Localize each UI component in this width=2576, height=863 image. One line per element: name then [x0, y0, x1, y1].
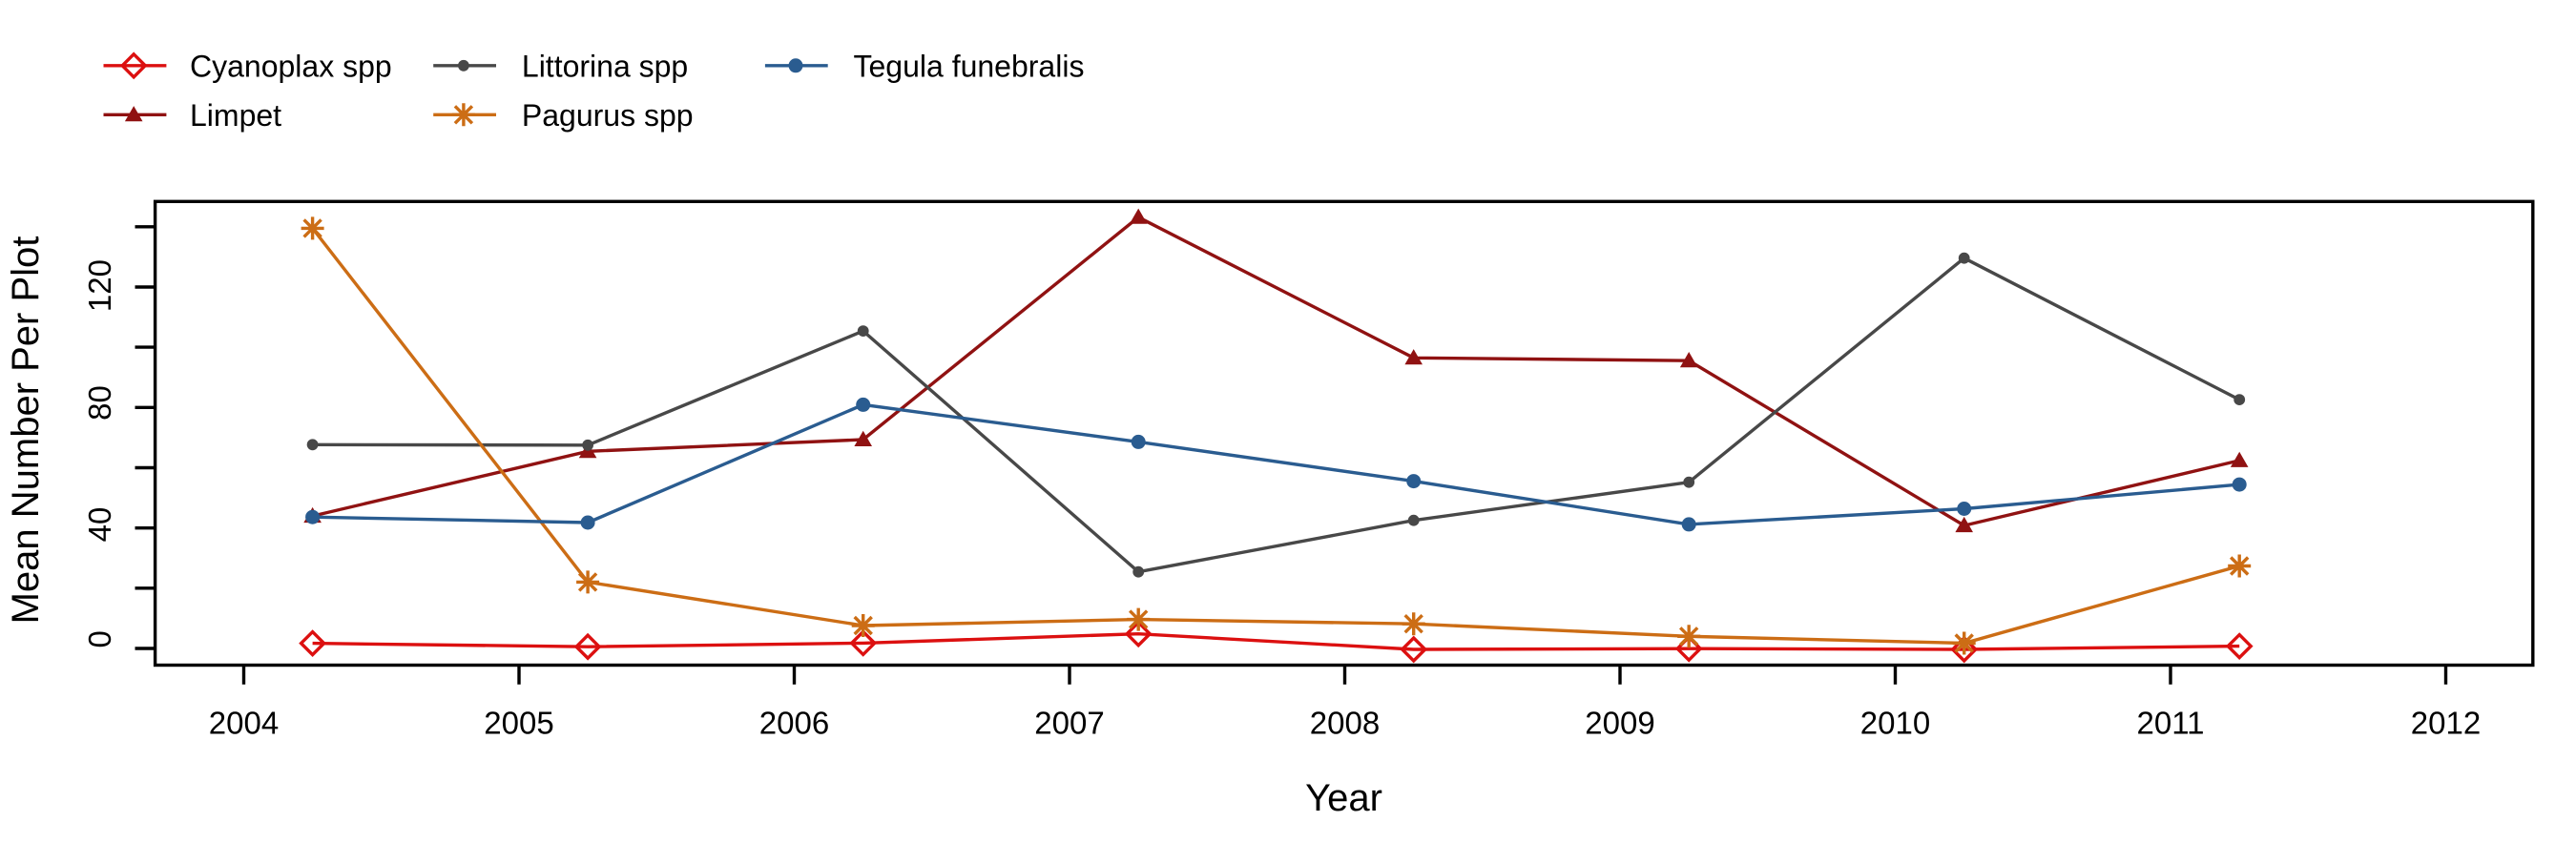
svg-text:Littorina spp: Littorina spp [522, 50, 688, 84]
svg-text:2010: 2010 [1860, 706, 1930, 741]
svg-text:Mean Number Per Plot: Mean Number Per Plot [5, 236, 47, 625]
svg-text:0: 0 [82, 630, 117, 647]
svg-text:80: 80 [82, 385, 117, 421]
svg-text:2007: 2007 [1034, 706, 1104, 741]
svg-text:Year: Year [1305, 777, 1382, 819]
svg-text:2006: 2006 [759, 706, 829, 741]
svg-text:40: 40 [82, 507, 117, 543]
svg-text:Tegula funebralis: Tegula funebralis [854, 50, 1085, 84]
svg-text:2008: 2008 [1310, 706, 1380, 741]
svg-text:2011: 2011 [2137, 706, 2205, 741]
svg-text:Pagurus spp: Pagurus spp [522, 98, 694, 133]
svg-text:Cyanoplax spp: Cyanoplax spp [190, 50, 392, 84]
svg-text:2005: 2005 [484, 706, 553, 741]
svg-text:Limpet: Limpet [190, 98, 281, 133]
svg-text:2012: 2012 [2411, 706, 2481, 741]
svg-text:120: 120 [82, 259, 117, 312]
svg-text:2004: 2004 [209, 706, 279, 741]
svg-text:2009: 2009 [1585, 706, 1654, 741]
